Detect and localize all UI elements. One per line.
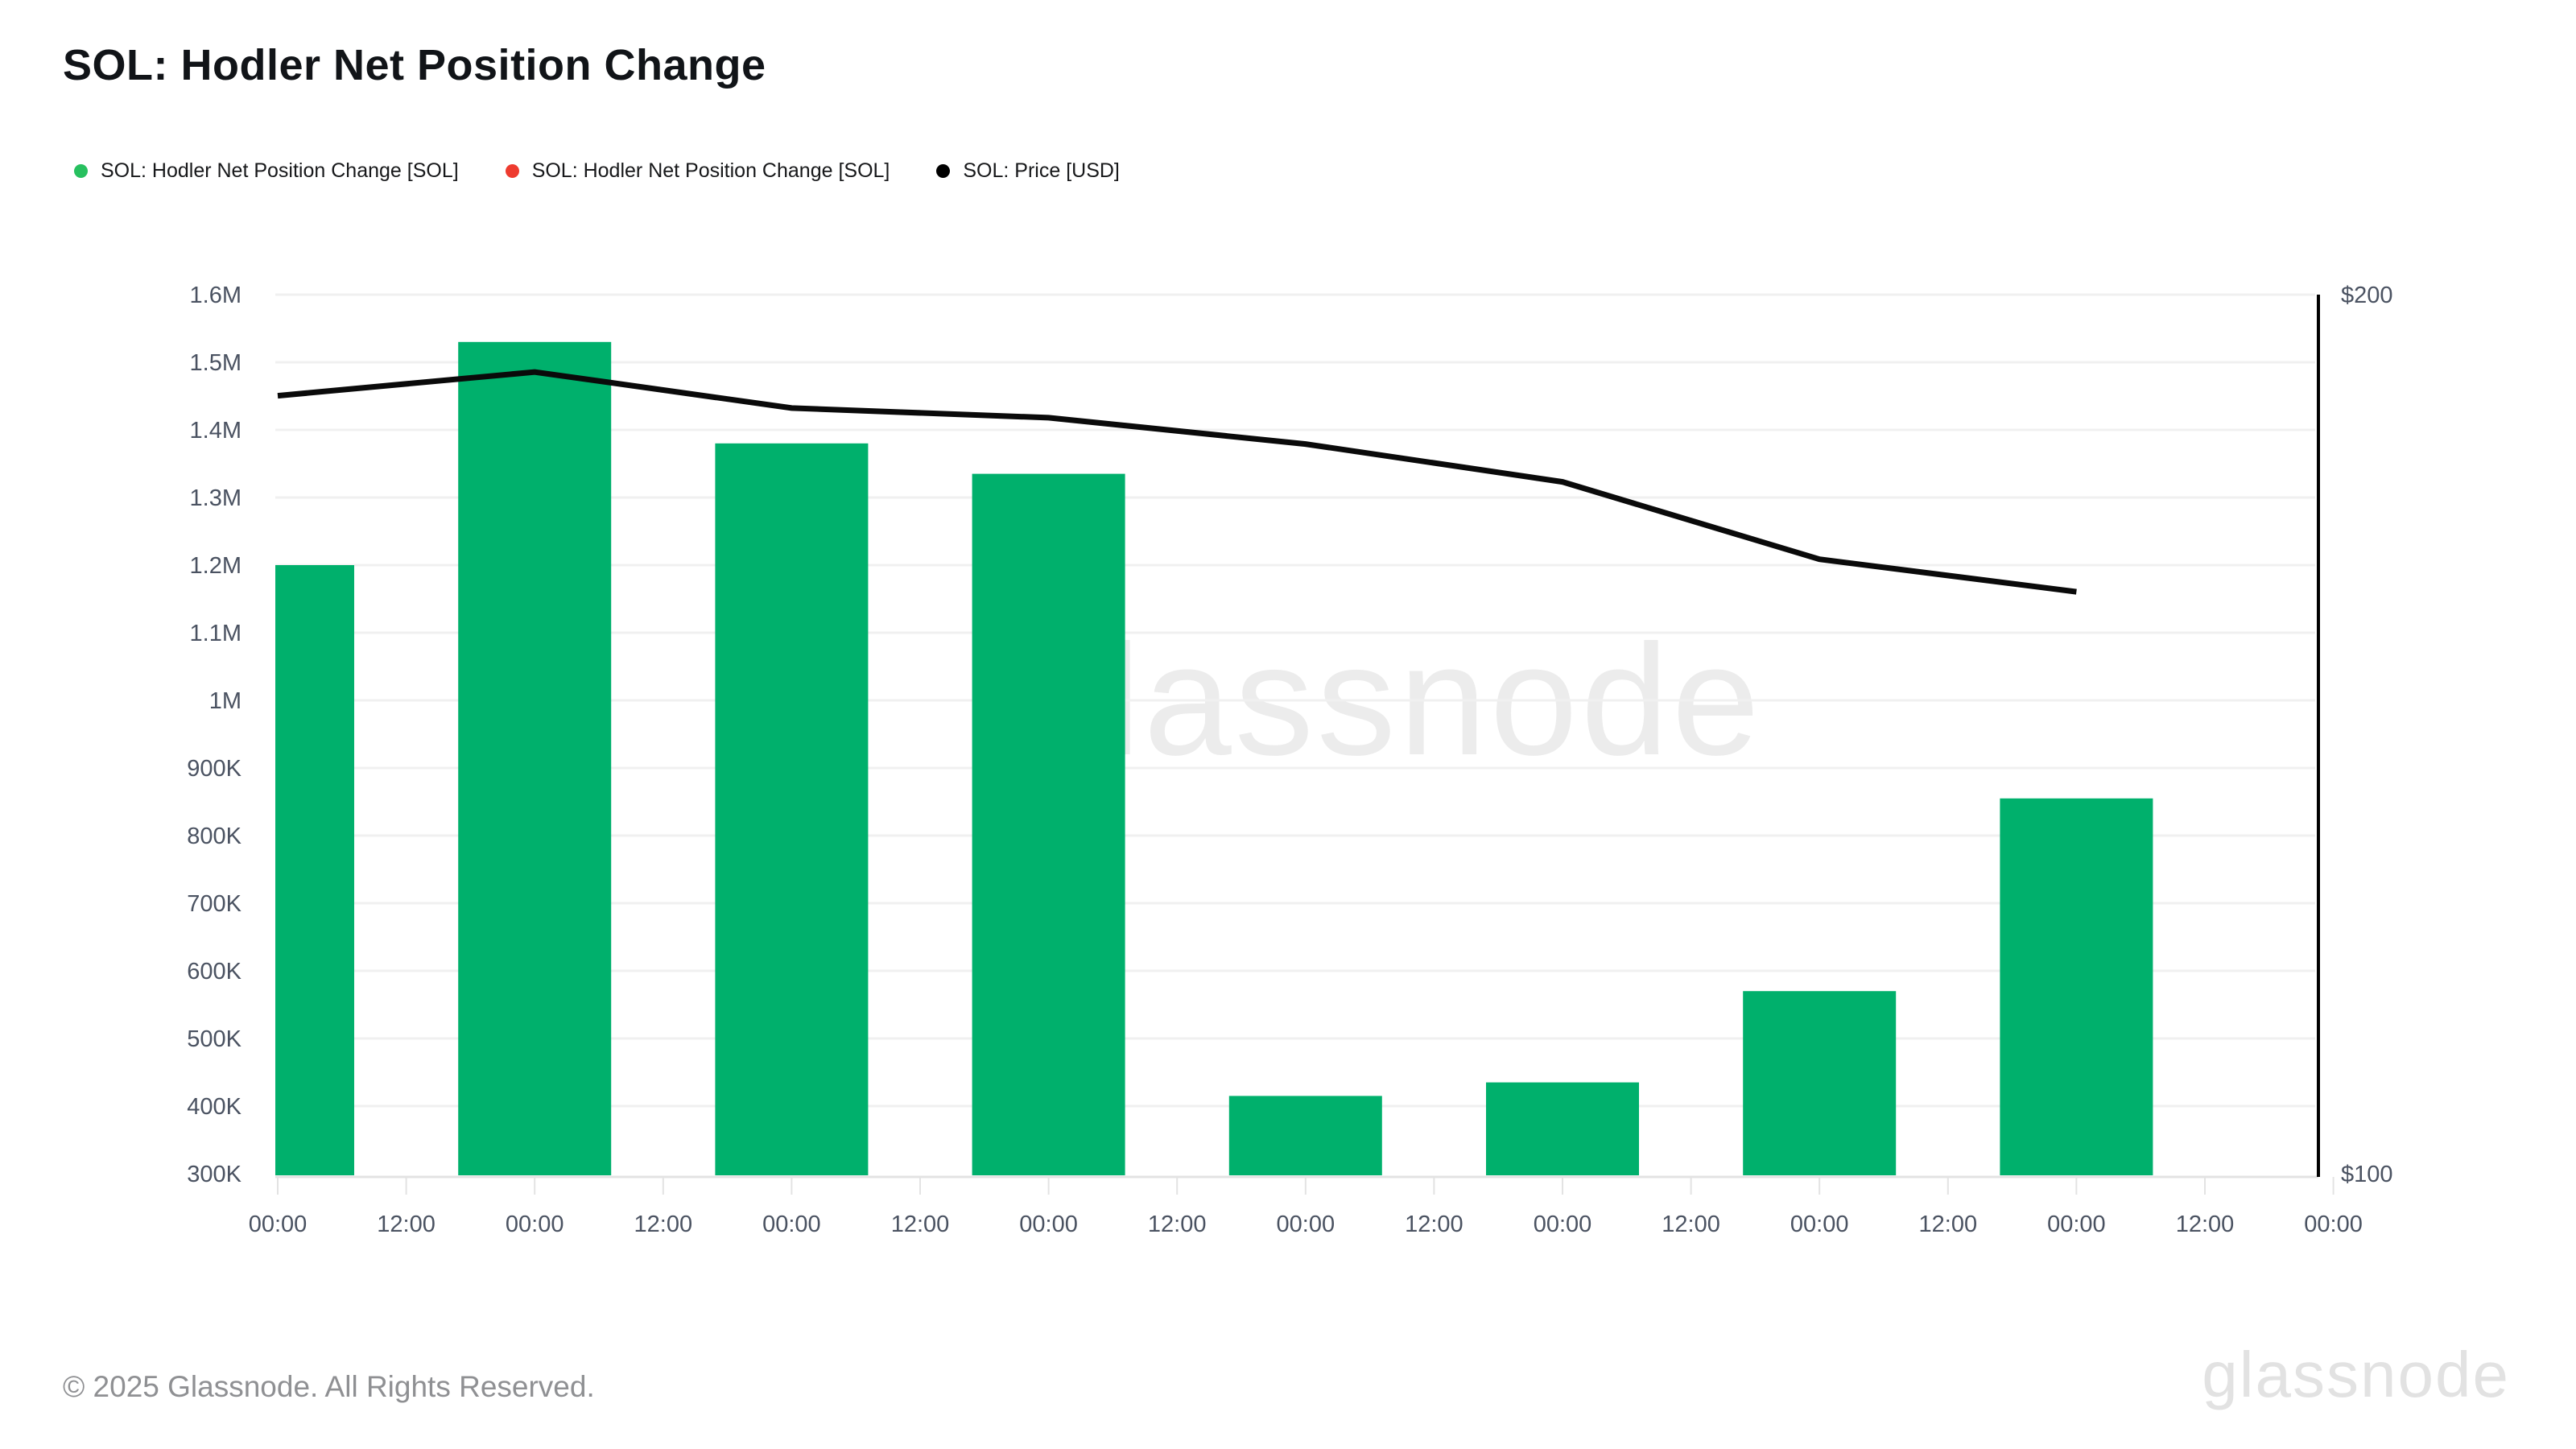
bar[interactable] [1228, 1096, 1382, 1175]
svg-text:1.1M: 1.1M [190, 621, 242, 646]
svg-text:$100: $100 [2341, 1162, 2393, 1187]
svg-text:12:00: 12:00 [891, 1212, 950, 1237]
svg-text:1.4M: 1.4M [190, 418, 242, 444]
hodler-net-position-bars[interactable] [275, 341, 2153, 1175]
svg-text:00:00: 00:00 [1019, 1212, 1078, 1237]
legend-item-hodler-net-position-red[interactable]: SOL: Hodler Net Position Change [SOL] [505, 159, 890, 183]
page-title: SOL: Hodler Net Position Change [63, 41, 766, 89]
svg-text:12:00: 12:00 [1405, 1212, 1463, 1237]
bar[interactable] [2000, 798, 2153, 1175]
green-dot-icon [74, 164, 88, 178]
bar[interactable] [275, 565, 354, 1175]
sol-price-line [277, 369, 2077, 595]
right-price-axis: $100 $200 [2317, 283, 2393, 1187]
svg-text:00:00: 00:00 [762, 1212, 821, 1237]
svg-text:12:00: 12:00 [1662, 1212, 1720, 1237]
bar[interactable] [972, 473, 1125, 1175]
svg-text:00:00: 00:00 [1790, 1212, 1849, 1237]
svg-text:12:00: 12:00 [634, 1212, 693, 1237]
svg-text:600K: 600K [187, 959, 242, 985]
bar[interactable] [458, 341, 612, 1175]
svg-text:00:00: 00:00 [2047, 1212, 2106, 1237]
svg-text:00:00: 00:00 [1277, 1212, 1335, 1237]
legend: SOL: Hodler Net Position Change [SOL] SO… [74, 159, 1120, 183]
svg-text:1M: 1M [209, 688, 242, 714]
left-axis-labels: 300K 400K 500K 600K 700K 800K 900K 1M 1.1M 1.2M 1.… [187, 283, 242, 1187]
svg-text:12:00: 12:00 [1919, 1212, 1978, 1237]
svg-text:1.3M: 1.3M [190, 485, 242, 511]
svg-text:1.5M: 1.5M [190, 350, 242, 376]
copyright-text: © 2025 Glassnode. All Rights Reserved. [63, 1370, 595, 1403]
svg-text:00:00: 00:00 [506, 1212, 564, 1237]
x-axis: 00:00 12:00 00:00 12:00 00:00 12:00 00:00 12:00… [249, 1175, 2363, 1237]
svg-text:500K: 500K [187, 1026, 242, 1052]
svg-text:400K: 400K [187, 1094, 242, 1120]
black-dot-icon [936, 164, 951, 178]
bar[interactable] [715, 443, 869, 1175]
legend-label: SOL: Hodler Net Position Change [SOL] [531, 159, 890, 182]
svg-text:12:00: 12:00 [1148, 1212, 1207, 1237]
svg-text:800K: 800K [187, 824, 242, 849]
svg-text:12:00: 12:00 [377, 1212, 436, 1237]
svg-text:$200: $200 [2341, 283, 2393, 308]
glassnode-watermark-corner: glassnode [2202, 1339, 2510, 1410]
legend-label: SOL: Price [USD] [963, 159, 1120, 182]
legend-item-sol-price[interactable]: SOL: Price [USD] [936, 159, 1120, 183]
svg-text:700K: 700K [187, 891, 242, 917]
legend-item-hodler-net-position-green[interactable]: SOL: Hodler Net Position Change [SOL] [74, 159, 459, 183]
svg-text:300K: 300K [187, 1162, 242, 1187]
legend-label: SOL: Hodler Net Position Change [SOL] [101, 159, 459, 182]
svg-text:12:00: 12:00 [2176, 1212, 2235, 1237]
svg-text:00:00: 00:00 [1534, 1212, 1592, 1237]
svg-text:00:00: 00:00 [2304, 1212, 2363, 1237]
svg-text:1.2M: 1.2M [190, 553, 242, 579]
svg-text:00:00: 00:00 [249, 1212, 308, 1237]
gridlines [275, 293, 2315, 1108]
red-dot-icon [505, 164, 519, 178]
svg-text:900K: 900K [187, 756, 242, 782]
bar[interactable] [1486, 1082, 1639, 1175]
svg-text:1.6M: 1.6M [190, 283, 242, 308]
bar[interactable] [1743, 991, 1897, 1175]
